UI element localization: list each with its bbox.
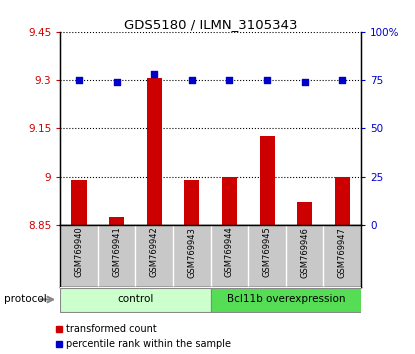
Bar xyxy=(211,288,361,312)
Point xyxy=(301,79,308,85)
Text: GSM769946: GSM769946 xyxy=(300,227,309,278)
Bar xyxy=(109,217,124,225)
Point xyxy=(226,77,233,83)
Point xyxy=(151,72,158,77)
Bar xyxy=(335,177,350,225)
Bar xyxy=(222,177,237,225)
Text: GSM769940: GSM769940 xyxy=(74,227,83,278)
Text: GSM769942: GSM769942 xyxy=(150,227,159,278)
Text: GSM769944: GSM769944 xyxy=(225,227,234,278)
Point xyxy=(188,77,195,83)
Legend: transformed count, percentile rank within the sample: transformed count, percentile rank withi… xyxy=(55,324,231,349)
Point xyxy=(264,77,270,83)
Point xyxy=(113,79,120,85)
Point xyxy=(76,77,82,83)
Text: GSM769945: GSM769945 xyxy=(263,227,271,278)
Point xyxy=(339,77,346,83)
Text: GSM769941: GSM769941 xyxy=(112,227,121,278)
Bar xyxy=(71,180,86,225)
Text: Bcl11b overexpression: Bcl11b overexpression xyxy=(227,295,345,304)
Text: GSM769943: GSM769943 xyxy=(187,227,196,278)
Bar xyxy=(297,202,312,225)
Text: protocol: protocol xyxy=(4,295,47,304)
Text: GSM769947: GSM769947 xyxy=(338,227,347,278)
Bar xyxy=(184,180,199,225)
Bar xyxy=(146,79,162,225)
Text: control: control xyxy=(117,295,154,304)
Title: GDS5180 / ILMN_3105343: GDS5180 / ILMN_3105343 xyxy=(124,18,298,31)
Bar xyxy=(259,136,275,225)
Bar xyxy=(60,288,211,312)
